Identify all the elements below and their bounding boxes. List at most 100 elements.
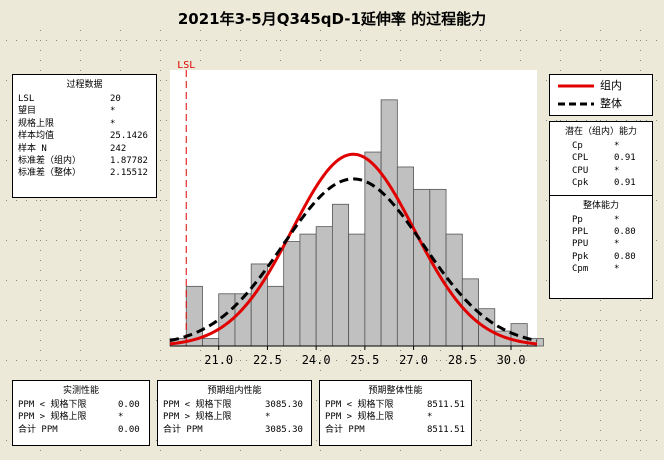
potential-value: 0.91 [614, 153, 636, 164]
exp-within-value: * [265, 412, 271, 423]
process-data-label: 标准差（组内） [18, 155, 82, 166]
overall-label: Pp [572, 214, 583, 225]
exp-overall-label: 合计 PPM [325, 424, 365, 435]
histogram-bar [348, 233, 366, 347]
exp-within-row: 合计 PPM 3085.30 [163, 424, 311, 436]
histogram-bar [461, 278, 479, 347]
process-data-value: 25.1426 [110, 131, 148, 142]
exp-within-row: PPM > 规格上限 * [163, 411, 311, 423]
overall-row: Pp * [572, 214, 652, 226]
potential-row: Cpk 0.91 [572, 177, 652, 189]
legend-label-within: 组内 [600, 79, 622, 92]
exp-within-label: 合计 PPM [163, 424, 203, 435]
overall-row: Cpm * [572, 263, 652, 275]
exp-within-value: 3085.30 [265, 400, 303, 410]
legend-item-overall: 整体 [550, 97, 652, 111]
histogram-bar [396, 166, 414, 347]
legend-swatch-overall [558, 102, 594, 106]
exp-within-label: PPM > 规格上限 [163, 412, 232, 423]
exp-overall-row: PPM > 规格上限 * [325, 411, 471, 423]
observed-row: 合计 PPM 0.00 [18, 424, 149, 436]
process-data-label: 规格上限 [18, 118, 55, 129]
capability-divider [550, 194, 652, 196]
potential-value: 0.91 [614, 178, 636, 189]
potential-label: CPL [572, 153, 589, 164]
exp-overall-label: PPM > 规格上限 [325, 412, 394, 423]
process-data-value: 1.87782 [110, 155, 148, 166]
x-tick-label: 25.5 [350, 353, 379, 367]
capability-panel: 潜在（组内）能力 Cp * CPL 0.91 CPU * Cpk 0.91 整体能力 Pp * P… [549, 121, 653, 299]
overall-row: PPU * [572, 238, 652, 250]
process-data-row: LSL 20 [18, 93, 156, 105]
overall-value: 0.80 [614, 251, 636, 262]
potential-row: CPL 0.91 [572, 152, 652, 164]
x-tick-label: 30.0 [497, 353, 526, 367]
legend-label-overall: 整体 [600, 97, 622, 111]
histogram-bar [315, 226, 333, 347]
process-data-value: * [110, 118, 116, 129]
process-data-row: 标准差（组内） 1.87782 [18, 155, 156, 167]
exp-within-value: 3085.30 [265, 424, 303, 435]
process-data-panel: 过程数据 LSL 20 望目 * 规格上限 * 样本均值 25.1426 样本 N 242 标准差（… [12, 74, 157, 198]
process-data-value: 2.15512 [110, 168, 148, 179]
chart-title: 2021年3-5月Q345qD-1延伸率 的过程能力 [177, 10, 487, 28]
observed-value: 0.00 [118, 400, 140, 410]
histogram-bar [413, 188, 431, 347]
overall-header: 整体能力 [582, 200, 619, 211]
process-data-row: 标准差（整体） 2.15512 [18, 167, 156, 179]
exp-overall-value: * [427, 412, 433, 423]
exp-overall-value: 8511.51 [427, 424, 465, 435]
overall-value: * [614, 214, 620, 225]
expected-within-performance-panel: 预期组内性能 PPM < 规格下限 3085.30 PPM > 规格上限 * 合计 PP… [157, 380, 312, 446]
potential-value: * [614, 165, 620, 176]
observed-performance-panel: 实测性能 PPM < 规格下限 0.00 PPM > 规格上限 * 合计 PPM 0.00 [12, 380, 150, 446]
overall-label: Ppk [572, 251, 589, 262]
potential-row: CPU * [572, 165, 652, 177]
process-data-label: 样本均值 [18, 131, 55, 142]
potential-label: Cpk [572, 178, 589, 189]
exp-overall-row: PPM < 规格下限 8511.51 [325, 399, 471, 411]
histogram-bar [283, 241, 301, 347]
process-data-label: 样本 N [18, 143, 47, 154]
legend: 组内 整体 [549, 74, 653, 116]
observed-value: * [118, 412, 124, 423]
observed-row: PPM > 规格上限 * [18, 411, 149, 423]
overall-value: * [614, 264, 620, 275]
observed-row: PPM < 规格下限 0.00 [18, 399, 149, 411]
within-curve [169, 152, 538, 346]
legend-item-within: 组内 [550, 79, 652, 92]
histogram-bar [380, 99, 398, 347]
exp-within-label: PPM < 规格下限 [163, 400, 232, 410]
potential-label: CPU [572, 165, 589, 176]
potential-value: * [614, 141, 620, 151]
overall-value: 0.80 [614, 226, 636, 237]
observed-label: PPM < 规格下限 [18, 400, 87, 410]
exp-within-row: PPM < 规格下限 3085.30 [163, 399, 311, 411]
process-data-header: 过程数据 [66, 80, 103, 90]
lsl-label: LSL [177, 60, 195, 71]
overall-label: PPL [572, 226, 589, 237]
overall-curve [169, 177, 538, 343]
observed-value: 0.00 [118, 424, 140, 435]
x-tick-label: 22.5 [253, 353, 282, 367]
observed-header: 实测性能 [62, 386, 99, 396]
exp-within-header: 预期组内性能 [207, 386, 262, 396]
process-data-row: 样本均值 25.1426 [18, 130, 156, 142]
exp-overall-value: 8511.51 [427, 400, 465, 410]
potential-label: Cp [572, 141, 583, 151]
exp-overall-row: 合计 PPM 8511.51 [325, 424, 471, 436]
legend-swatch-within [558, 84, 594, 88]
process-data-row: 样本 N 242 [18, 143, 156, 155]
exp-overall-label: PPM < 规格下限 [325, 400, 394, 410]
potential-row: Cp * [572, 140, 652, 152]
process-data-value: * [110, 106, 116, 117]
overall-value: * [614, 239, 620, 250]
process-data-row: 望目 * [18, 105, 156, 117]
process-data-label: 标准差（整体） [18, 168, 82, 179]
histogram-bar [202, 338, 220, 347]
process-data-value: 242 [110, 143, 127, 154]
potential-header: 潜在（组内）能力 [564, 127, 637, 137]
x-tick-label: 24.0 [302, 353, 331, 367]
process-data-label: 望目 [18, 106, 37, 117]
